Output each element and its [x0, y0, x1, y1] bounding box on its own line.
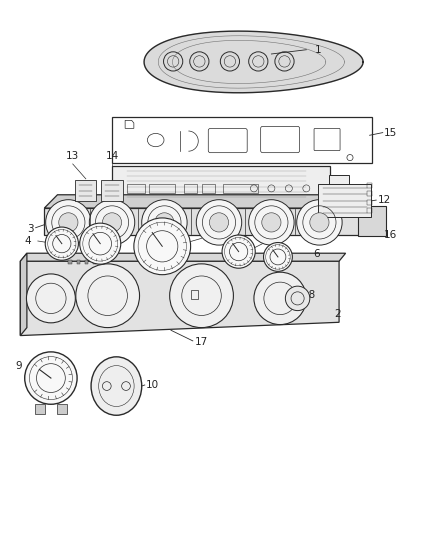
Bar: [35, 404, 45, 414]
Circle shape: [46, 200, 91, 245]
FancyBboxPatch shape: [102, 180, 123, 201]
Bar: [367, 199, 372, 205]
Circle shape: [80, 223, 121, 264]
FancyBboxPatch shape: [112, 166, 330, 201]
Circle shape: [262, 213, 281, 232]
Bar: [184, 183, 197, 193]
Text: 10: 10: [146, 380, 159, 390]
Bar: [367, 183, 372, 188]
Circle shape: [254, 272, 306, 325]
Bar: [367, 191, 372, 196]
Text: 14: 14: [106, 151, 119, 161]
Circle shape: [297, 200, 342, 245]
Circle shape: [209, 213, 229, 232]
Bar: [112, 117, 372, 164]
Text: 3: 3: [27, 224, 33, 235]
Circle shape: [26, 274, 75, 323]
FancyBboxPatch shape: [358, 206, 386, 236]
Bar: [191, 290, 198, 300]
Bar: [68, 260, 72, 264]
FancyBboxPatch shape: [329, 175, 349, 199]
Polygon shape: [144, 31, 363, 93]
Circle shape: [170, 264, 233, 328]
Text: 12: 12: [378, 195, 391, 205]
Polygon shape: [20, 261, 339, 336]
Polygon shape: [44, 208, 359, 235]
Bar: [175, 260, 179, 264]
Circle shape: [310, 213, 329, 232]
Text: 6: 6: [313, 249, 319, 259]
Bar: [223, 183, 258, 193]
Polygon shape: [44, 195, 372, 208]
Bar: [57, 404, 67, 414]
Text: 17: 17: [195, 337, 208, 348]
Circle shape: [155, 213, 174, 232]
Circle shape: [249, 200, 294, 245]
Circle shape: [89, 200, 135, 245]
Polygon shape: [20, 253, 27, 336]
FancyBboxPatch shape: [318, 184, 371, 217]
Bar: [155, 260, 159, 264]
Circle shape: [142, 200, 187, 245]
Bar: [201, 183, 215, 193]
Bar: [367, 208, 372, 213]
Text: 18: 18: [303, 289, 317, 300]
Text: 1: 1: [315, 45, 321, 55]
Circle shape: [59, 213, 78, 232]
Circle shape: [264, 243, 292, 271]
Circle shape: [45, 227, 78, 260]
Polygon shape: [20, 253, 346, 261]
Text: 16: 16: [384, 230, 397, 240]
Text: 4: 4: [25, 236, 31, 246]
Circle shape: [25, 352, 77, 404]
Ellipse shape: [91, 357, 142, 415]
Bar: [165, 260, 169, 264]
Text: 11: 11: [208, 209, 221, 219]
Circle shape: [196, 200, 242, 245]
Text: 15: 15: [384, 127, 397, 138]
Bar: [127, 183, 145, 193]
Text: 9: 9: [15, 361, 21, 372]
Bar: [149, 183, 175, 193]
Bar: [77, 260, 80, 264]
Bar: [101, 260, 105, 264]
Text: 13: 13: [66, 151, 79, 161]
Bar: [85, 260, 88, 264]
Circle shape: [222, 235, 255, 268]
Text: 8: 8: [208, 233, 215, 244]
Circle shape: [286, 286, 310, 311]
Bar: [93, 260, 96, 264]
Text: 7: 7: [272, 237, 279, 247]
Circle shape: [76, 264, 140, 328]
Text: 2: 2: [334, 309, 340, 319]
Bar: [145, 260, 148, 264]
Circle shape: [102, 213, 122, 232]
Text: 5: 5: [67, 233, 74, 244]
Circle shape: [134, 218, 191, 274]
FancyBboxPatch shape: [75, 180, 96, 201]
